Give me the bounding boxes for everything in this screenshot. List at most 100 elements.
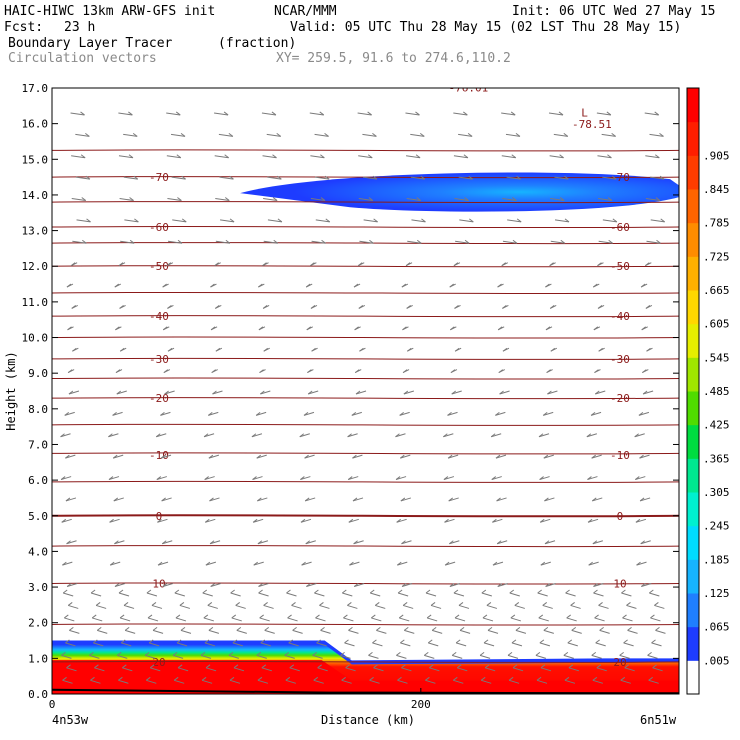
wind-vector-head	[62, 676, 67, 681]
wind-vector-head	[619, 651, 624, 656]
wind-vector-head	[181, 218, 187, 223]
wind-vector-head	[425, 589, 431, 594]
wind-vector-head	[483, 639, 489, 644]
wind-vector-head	[345, 664, 350, 669]
wind-vector-head	[229, 175, 234, 180]
wind-vector	[175, 617, 187, 622]
contour-label: -50	[610, 260, 630, 273]
wind-vector-head	[91, 614, 97, 619]
wind-vector	[651, 642, 662, 647]
wind-vector-head	[276, 132, 282, 137]
wind-vector-head	[61, 518, 67, 523]
wind-vector	[638, 411, 650, 416]
contour-label: -20	[610, 392, 630, 405]
wind-vector	[447, 411, 458, 416]
wind-vector	[231, 617, 242, 622]
wind-vector	[125, 629, 136, 634]
wind-vector-head	[230, 589, 235, 594]
wind-vector-head	[321, 239, 326, 244]
wind-vector	[314, 592, 325, 597]
wind-vector-head	[443, 476, 449, 480]
wind-vector-head	[174, 589, 180, 594]
colorbar-tick-label: .005	[703, 654, 730, 667]
wind-vector-head	[63, 614, 69, 619]
wind-vector-head	[492, 518, 497, 523]
wind-vector	[285, 679, 296, 684]
wind-vector	[424, 654, 435, 659]
contour-label: 20	[613, 656, 626, 669]
wind-vector	[258, 592, 269, 597]
wind-vector-head	[458, 602, 464, 606]
wind-vector	[116, 390, 127, 395]
wind-vector-head	[145, 676, 151, 681]
wind-vector-head	[260, 639, 266, 644]
wind-vector	[232, 642, 244, 647]
colorbar-swatch	[687, 88, 699, 123]
wind-vector-head	[597, 262, 602, 267]
wind-vector-head	[491, 476, 497, 480]
wind-vector	[267, 176, 282, 180]
isotherm-line	[52, 200, 679, 204]
header-init: Init: 06 UTC Wed 27 May 15	[512, 4, 716, 19]
wind-vector-head	[415, 111, 420, 116]
wind-vector	[284, 654, 295, 659]
wind-vector	[308, 390, 319, 395]
wind-vector-head	[490, 433, 496, 438]
wind-vector	[376, 629, 387, 634]
wind-vector-head	[453, 589, 459, 594]
wind-vector-head	[538, 614, 544, 619]
wind-vector	[540, 561, 551, 566]
wind-vector-head	[317, 664, 322, 669]
wind-vector	[543, 411, 554, 416]
wind-vector-head	[228, 132, 234, 137]
wind-vector	[300, 518, 312, 523]
wind-vector	[459, 219, 474, 223]
wind-vector-head	[374, 602, 380, 606]
wind-vector-head	[508, 676, 514, 681]
wind-vector	[399, 411, 410, 416]
wind-vector-head	[507, 651, 513, 656]
wind-vector-head	[262, 305, 268, 309]
wind-vector	[623, 642, 634, 647]
wind-vector-head	[545, 583, 550, 587]
wind-vector-head	[588, 561, 593, 566]
isotherm-line	[52, 357, 679, 360]
wind-vector-head	[151, 602, 157, 606]
wind-vector-head	[180, 132, 186, 137]
wind-vector-head	[113, 497, 119, 502]
wind-vector	[310, 198, 326, 202]
wind-vector	[66, 583, 78, 587]
wind-vector-head	[608, 239, 613, 244]
colorbar-swatch	[687, 525, 699, 560]
wind-vector	[266, 133, 281, 137]
wind-vector-head	[108, 476, 114, 480]
wind-vector	[591, 654, 602, 659]
wind-vector	[508, 679, 520, 684]
wind-vector-head	[311, 347, 316, 352]
wind-vector-head	[611, 132, 616, 137]
wind-vector	[514, 604, 525, 609]
wind-vector-head	[419, 132, 425, 137]
wind-vector	[264, 629, 275, 634]
wind-vector	[554, 176, 569, 180]
wind-vector-head	[511, 154, 517, 159]
wind-vector	[453, 679, 464, 684]
wind-vector	[353, 540, 364, 545]
wind-vector	[340, 654, 351, 659]
wind-vector	[596, 667, 607, 672]
wind-vector-head	[496, 497, 501, 502]
wind-vector	[502, 198, 517, 202]
low-marker: L	[581, 107, 588, 120]
wind-vector-head	[65, 639, 70, 644]
wind-vector	[230, 592, 241, 597]
wind-vector	[64, 617, 75, 622]
wind-vector	[649, 133, 664, 137]
wind-vector	[152, 629, 164, 634]
wind-vector-head	[229, 676, 235, 681]
wind-vector-head	[642, 369, 647, 374]
wind-vector	[542, 604, 553, 609]
wind-vector	[501, 112, 516, 116]
wind-vector	[179, 604, 191, 609]
wind-vector	[166, 112, 181, 116]
wind-vector-head	[450, 326, 455, 331]
